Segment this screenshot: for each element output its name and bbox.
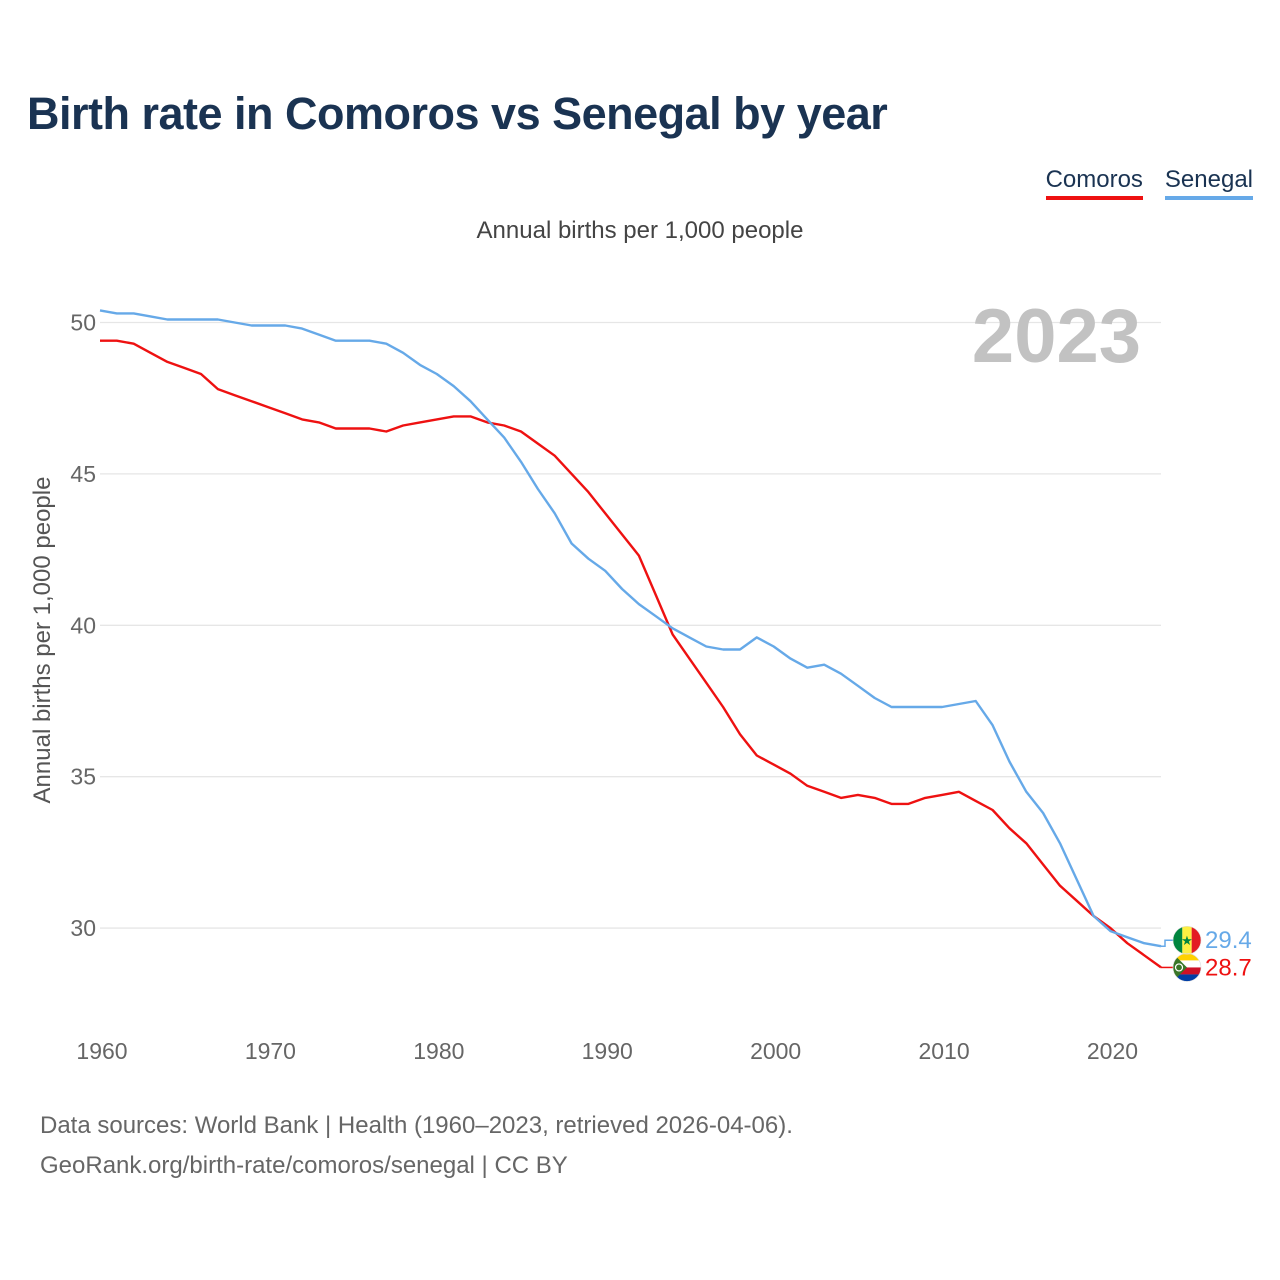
legend-item-senegal[interactable]: Senegal [1164, 166, 1253, 200]
gridlines [100, 321, 1161, 929]
source-line-2: GeoRank.org/birth-rate/comoros/senegal |… [40, 1152, 568, 1179]
y-axis-ticks: 30 35 40 45 50 [70, 310, 96, 942]
x-tick-label: 1960 [76, 1038, 127, 1064]
end-connector-senegal [1161, 939, 1173, 947]
senegal-flag-icon: ★ [1173, 926, 1201, 955]
source-note: Data sources: World Bank | Health (1960–… [40, 1106, 793, 1186]
x-tick-label: 2000 [750, 1038, 801, 1064]
y-tick-label: 40 [70, 612, 96, 638]
chart-title: Birth rate in Comoros vs Senegal by year [27, 88, 888, 139]
end-value-comoros: 28.7 [1205, 954, 1252, 981]
x-tick-label: 2010 [918, 1038, 969, 1064]
comoros-flag-icon [1173, 953, 1201, 982]
x-axis-ticks: 1960 1970 1980 1990 2000 2010 2020 [76, 1038, 1138, 1064]
x-tick-label: 1970 [245, 1038, 296, 1064]
series-line-senegal[interactable] [99, 309, 1162, 948]
series-line-comoros[interactable] [100, 339, 1162, 969]
x-tick-label: 1990 [582, 1038, 633, 1064]
y-tick-label: 45 [70, 461, 96, 487]
source-line-1: Data sources: World Bank | Health (1960–… [40, 1112, 793, 1139]
series-end-markers: ★ 28.729.4 [1161, 925, 1252, 982]
y-tick-label: 35 [70, 764, 96, 790]
legend: Comoros Senegal [1045, 166, 1253, 200]
svg-text:★: ★ [1181, 934, 1193, 949]
legend-item-comoros[interactable]: Comoros [1045, 166, 1143, 200]
y-tick-label: 30 [70, 915, 96, 941]
y-tick-label: 50 [70, 310, 96, 336]
chart-subtitle: Annual births per 1,000 people [476, 217, 804, 244]
year-watermark: 2023 [972, 294, 1141, 379]
end-value-senegal: 29.4 [1205, 927, 1252, 954]
y-axis-label: Annual births per 1,000 people [29, 477, 56, 804]
x-tick-label: 1980 [413, 1038, 464, 1064]
x-tick-label: 2020 [1087, 1038, 1138, 1064]
series-lines [99, 309, 1162, 969]
